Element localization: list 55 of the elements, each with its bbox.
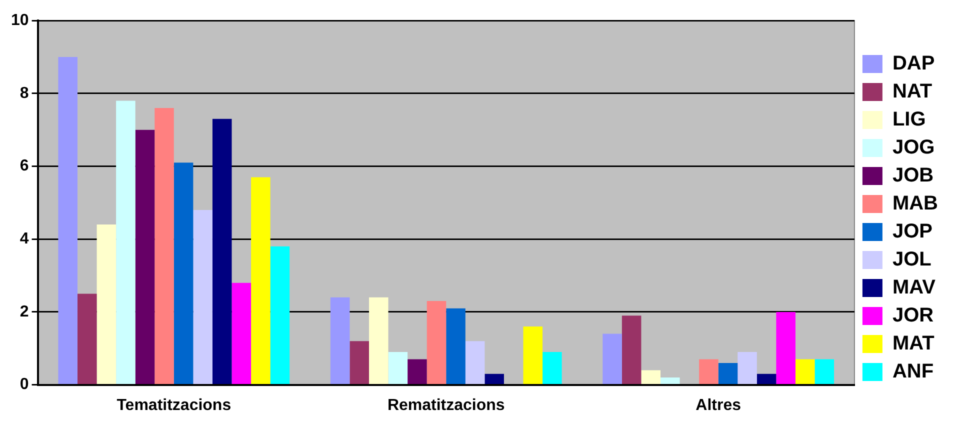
y-tick-label: 0	[20, 376, 29, 394]
bar	[465, 341, 485, 384]
bar	[660, 378, 680, 384]
legend-label: JOG	[892, 136, 935, 159]
legend-label: JOL	[892, 248, 932, 271]
bar	[58, 57, 78, 384]
bar	[408, 359, 427, 384]
bar	[174, 162, 194, 384]
y-tick-label: 6	[20, 158, 29, 175]
bar	[232, 282, 252, 384]
y-tick-label: 2	[20, 303, 29, 320]
legend-label: NAT	[892, 80, 932, 103]
bar	[193, 210, 212, 384]
bar	[776, 312, 796, 384]
legend-label: JOR	[892, 304, 934, 327]
bar	[368, 297, 388, 384]
bar	[523, 326, 543, 384]
y-tick-label: 8	[20, 84, 29, 102]
bar	[135, 130, 155, 384]
bar	[738, 352, 757, 384]
bar	[602, 334, 622, 384]
legend-label: JOB	[892, 164, 934, 187]
bar	[270, 246, 290, 384]
legend-label: ANF	[892, 360, 934, 383]
x-tick-label: Rematitzacions	[387, 396, 505, 414]
bar	[542, 352, 562, 384]
bar	[814, 359, 834, 384]
legend-label: LIG	[892, 108, 926, 131]
bar	[484, 374, 504, 384]
bar	[96, 224, 116, 384]
y-tick-label: 4	[20, 230, 29, 248]
bar	[251, 177, 270, 384]
bar	[718, 362, 738, 384]
bar	[446, 308, 466, 384]
bar	[330, 297, 350, 384]
legend-label: JOP	[892, 220, 932, 243]
bar	[77, 294, 97, 384]
bar	[641, 370, 660, 384]
legend-label: DAP	[892, 52, 935, 75]
x-tick-label: Altres	[696, 396, 742, 414]
bar	[388, 352, 408, 384]
bar	[699, 359, 718, 384]
bar	[154, 108, 174, 384]
legend-label: MAT	[892, 332, 934, 355]
x-tick-label: Tematitzacions	[116, 396, 232, 414]
bar	[795, 359, 815, 384]
bar	[350, 341, 369, 384]
bar	[622, 316, 642, 384]
legend-label: MAB	[892, 192, 938, 215]
bar	[116, 100, 136, 384]
legend-label: MAV	[892, 276, 936, 299]
bar	[212, 118, 232, 384]
bar	[756, 374, 776, 384]
bar	[426, 301, 446, 384]
y-tick-label: 10	[11, 12, 29, 30]
